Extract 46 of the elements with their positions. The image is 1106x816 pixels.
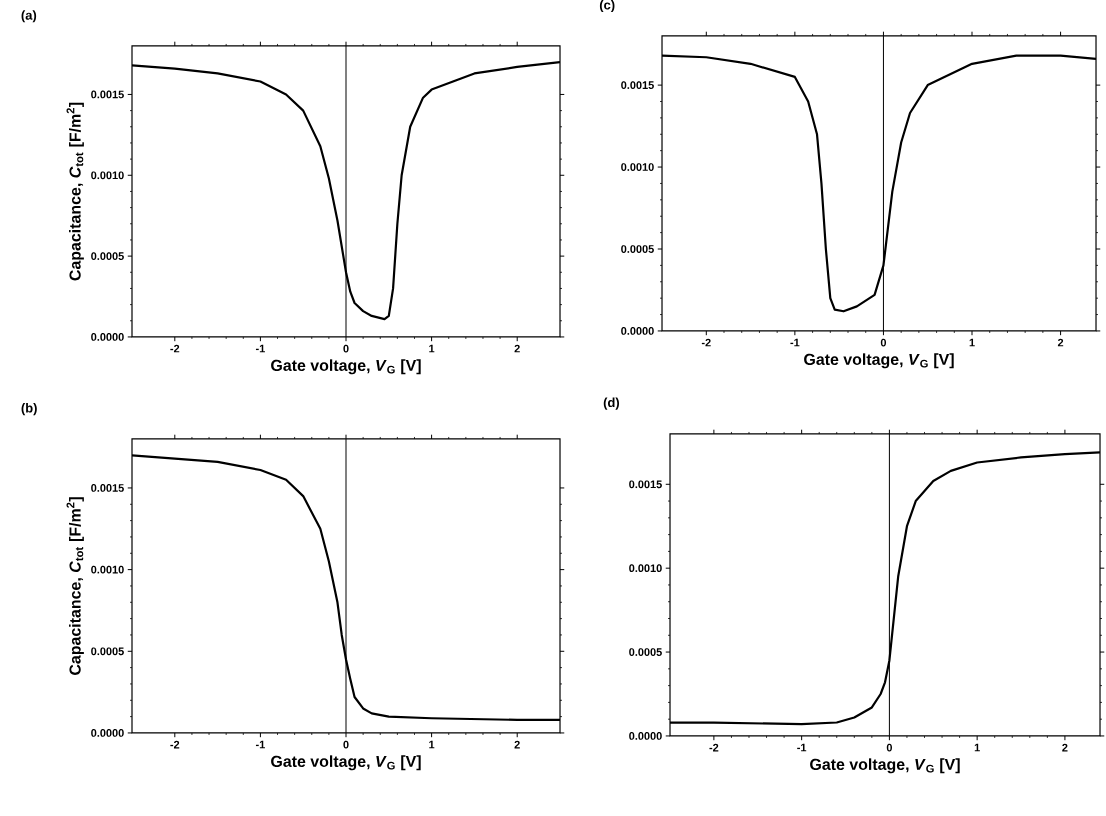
x-tick-label: 2: [514, 740, 520, 749]
y-tick-label: 0.0010: [91, 171, 124, 180]
y-tick-label: 0.0015: [91, 90, 124, 99]
y-axis-title: Capacitance, C$_{tot}$ [F/m$^{2}$]: [66, 102, 84, 281]
x-axis-title: Gate voltage, V$_{G}$ [V]: [810, 758, 960, 774]
x-tick-label: -1: [797, 743, 807, 752]
x-tick-label: 2: [1062, 743, 1068, 752]
y-axis-title: Capacitance, C$_{tot}$ [F/m$^{2}$]: [66, 497, 84, 675]
x-axis-title: Gate voltage, V$_{G}$ [V]: [271, 755, 421, 771]
chart-title: (d): [603, 397, 620, 410]
chart-title: (c): [599, 0, 615, 13]
y-tick-label: 0.0005: [621, 245, 654, 253]
y-tick-label: 0.0010: [91, 565, 124, 574]
x-tick-label: -2: [170, 344, 180, 353]
x-axis-title: Gate voltage, V$_{G}$ [V]: [271, 359, 421, 375]
x-tick-label: -1: [255, 344, 265, 353]
y-tick-label: 0.0005: [91, 647, 124, 656]
x-tick-label: 0: [343, 344, 349, 353]
x-tick-label: 0: [880, 338, 887, 347]
chart-title: (b): [21, 403, 37, 416]
y-tick-label: 0.0015: [91, 484, 124, 492]
x-tick-label: 1: [429, 740, 435, 749]
y-tick-label: 0.0015: [629, 480, 662, 489]
x-tick-label: 1: [974, 743, 980, 752]
y-tick-label: 0.0005: [629, 648, 662, 656]
y-tick-label: 0.0015: [621, 81, 654, 90]
x-tick-label: -1: [790, 338, 800, 347]
chart-title: (a): [21, 10, 37, 23]
y-tick-label: 0.0000: [91, 729, 124, 737]
x-tick-label: -2: [709, 743, 719, 752]
x-axis-title: Gate voltage, V$_{G}$ [V]: [804, 353, 954, 369]
y-tick-label: 0.0010: [621, 163, 654, 171]
x-tick-label: 0: [343, 740, 349, 749]
x-tick-label: -1: [255, 740, 265, 749]
y-tick-label: 0.0000: [629, 732, 662, 740]
y-tick-label: 0.0000: [91, 333, 124, 341]
x-tick-label: 2: [1057, 338, 1064, 347]
x-tick-label: 1: [429, 344, 435, 353]
x-tick-label: -2: [701, 338, 711, 347]
y-tick-label: 0.0005: [91, 252, 124, 261]
x-tick-label: 0: [886, 743, 892, 752]
y-tick-label: 0.0010: [629, 564, 662, 573]
x-tick-label: 2: [514, 344, 520, 353]
y-tick-label: 0.0000: [621, 327, 654, 335]
x-tick-label: 1: [969, 338, 975, 347]
x-tick-label: -2: [170, 740, 180, 749]
